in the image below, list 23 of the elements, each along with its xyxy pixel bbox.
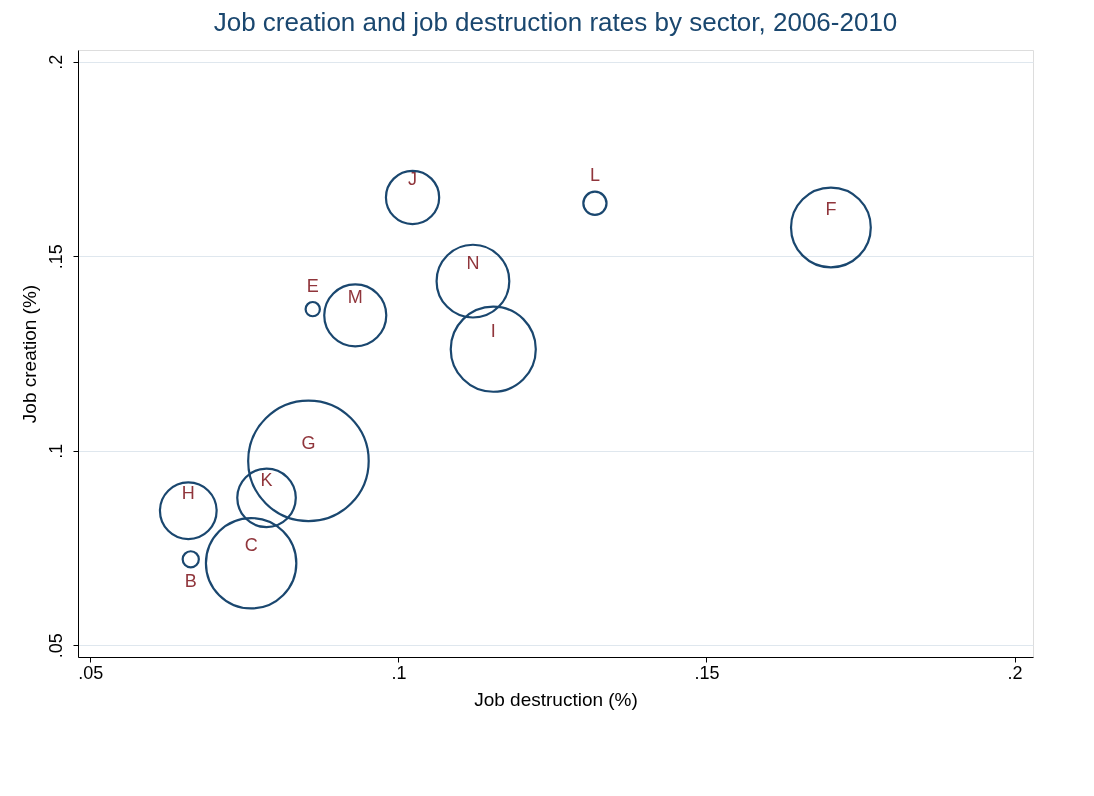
annotation: K xyxy=(260,469,273,490)
annotation: I xyxy=(490,321,496,342)
x-tick-label: .1 xyxy=(391,662,407,683)
annotation: B xyxy=(184,571,197,592)
y-axis-title: Job creation (%) xyxy=(18,284,40,424)
chart-title: Job creation and job destruction rates by sector, 2006-2010 xyxy=(213,7,898,37)
x-tick-label: .15 xyxy=(694,662,720,683)
annotation: F xyxy=(825,199,837,220)
annotation: C xyxy=(244,535,258,556)
x-tick-label: .2 xyxy=(1007,662,1023,683)
y-tick-label: .1 xyxy=(45,443,66,459)
annotation: G xyxy=(301,432,316,453)
y-tick-label: .05 xyxy=(45,633,66,659)
x-axis-title: Job destruction (%) xyxy=(474,688,638,710)
annotation: N xyxy=(466,253,480,274)
annotation: H xyxy=(181,482,195,503)
annotation: J xyxy=(408,169,418,190)
annotation: L xyxy=(589,165,600,186)
x-tick-label: .05 xyxy=(78,662,104,683)
y-tick-label: .15 xyxy=(45,244,66,270)
annotation: E xyxy=(306,276,319,297)
annotation: M xyxy=(347,287,363,308)
y-tick-label: .2 xyxy=(45,54,66,70)
